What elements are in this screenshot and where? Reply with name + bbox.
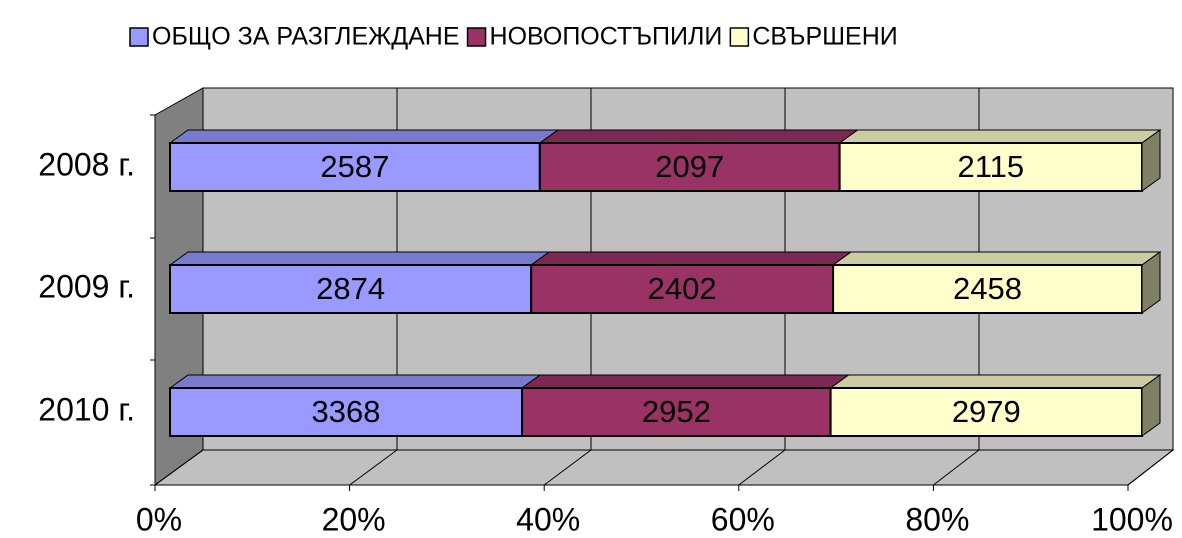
bar-top	[529, 251, 853, 266]
y-tick-label: 2009 г.	[38, 268, 135, 304]
legend-label: НОВОПОСТЪПИЛИ	[490, 23, 723, 51]
bar	[538, 142, 841, 192]
bar-top	[168, 129, 560, 144]
x-tick-label: 20%	[322, 501, 386, 533]
data-label: 2115	[957, 149, 1024, 184]
bar	[832, 264, 1144, 314]
bar	[169, 387, 524, 437]
grid-line	[154, 449, 204, 486]
bar-side	[1141, 374, 1161, 437]
bar	[829, 387, 1143, 437]
data-label: 2979	[952, 394, 1021, 429]
legend-swatch	[466, 27, 487, 47]
grid-line	[349, 449, 398, 486]
grid-line	[543, 449, 592, 486]
bar	[838, 142, 1143, 192]
bar-top	[831, 251, 1162, 266]
x-tick-label: 80%	[905, 501, 969, 533]
floor	[153, 449, 1175, 486]
grid-line	[1127, 449, 1174, 486]
bar-top	[168, 251, 551, 266]
bar-top	[520, 374, 851, 389]
bar	[530, 264, 835, 314]
grid-line	[738, 449, 786, 486]
legend-label: СВЪРШЕНИ	[752, 23, 897, 51]
legend-label: ОБЩО ЗА РАЗГЛЕЖДАНЕ	[152, 23, 460, 51]
bar	[169, 264, 533, 314]
data-label: 2587	[320, 149, 389, 184]
y-tick-label: 2008 г.	[38, 146, 135, 182]
bar-side	[1141, 129, 1161, 192]
data-label: 2402	[648, 271, 717, 306]
y-tick-label: 2010 г.	[38, 391, 135, 427]
bar-top	[168, 374, 542, 389]
bar-side	[1141, 251, 1161, 314]
x-tick-label: 100%	[1091, 501, 1173, 533]
x-tick-label: 40%	[516, 501, 580, 533]
data-label: 2458	[953, 271, 1022, 306]
axis-ticks	[150, 114, 155, 486]
x-tick-label: 60%	[711, 501, 775, 533]
bar	[521, 387, 832, 437]
data-label: 3368	[312, 394, 381, 429]
legend-swatch	[129, 27, 149, 47]
bar-top	[538, 129, 860, 144]
data-label: 2952	[642, 394, 711, 429]
bar	[169, 142, 541, 192]
data-label: 2874	[316, 271, 385, 306]
grid-line	[933, 449, 980, 486]
legend-swatch	[729, 27, 750, 47]
bar-top	[829, 374, 1162, 389]
bar-top	[838, 129, 1162, 144]
data-label: 2097	[655, 149, 724, 184]
x-tick-label: 0%	[136, 501, 182, 533]
